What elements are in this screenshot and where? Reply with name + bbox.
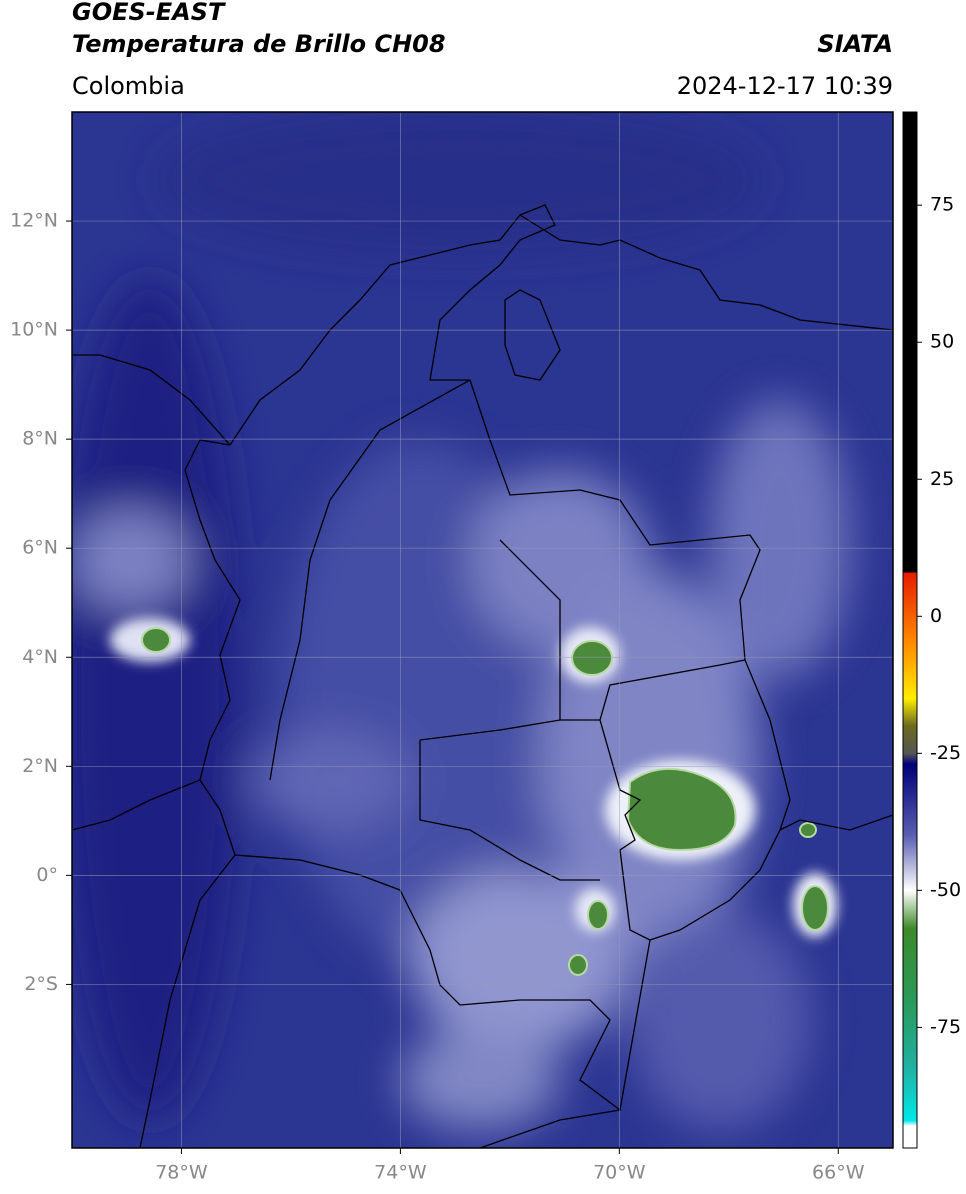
y-tick-label: 6°N: [22, 537, 58, 559]
region: Colombia: [72, 72, 185, 100]
coastlines: [72, 214, 893, 1148]
map-frame: [71, 111, 894, 1149]
datetime: 2024-12-17 10:39: [677, 72, 893, 100]
y-tick-label: 8°N: [22, 428, 58, 450]
colorbar-label: -75: [930, 1016, 961, 1038]
x-tick-label: 70°W: [593, 1162, 646, 1184]
y-tick-label: 2°N: [22, 755, 58, 777]
colorbar: [902, 111, 918, 1149]
x-tick-label: 78°W: [155, 1162, 208, 1184]
colorbar-label: 0: [930, 605, 942, 627]
colorbar-label: -25: [930, 742, 961, 764]
y-tick-label: 2°S: [24, 973, 58, 995]
y-tick-label: 4°N: [22, 646, 58, 668]
colorbar-label: -50: [930, 879, 961, 901]
x-tick-label: 66°W: [812, 1162, 865, 1184]
y-tick-label: 10°N: [10, 319, 58, 341]
country-borders: [184, 204, 761, 1112]
source: SIATA: [817, 30, 893, 58]
colorbar-label: 50: [930, 331, 954, 353]
x-tick-label: 74°W: [374, 1162, 427, 1184]
y-tick-label: 0°: [36, 864, 58, 886]
product: Temperatura de Brillo CH08: [72, 30, 446, 58]
y-tick-label: 12°N: [10, 210, 58, 232]
colorbar-label: 75: [930, 194, 954, 216]
satellite-image: [72, 112, 893, 1148]
satellite: GOES-EAST: [72, 0, 226, 26]
colorbar-label: 25: [930, 468, 954, 490]
